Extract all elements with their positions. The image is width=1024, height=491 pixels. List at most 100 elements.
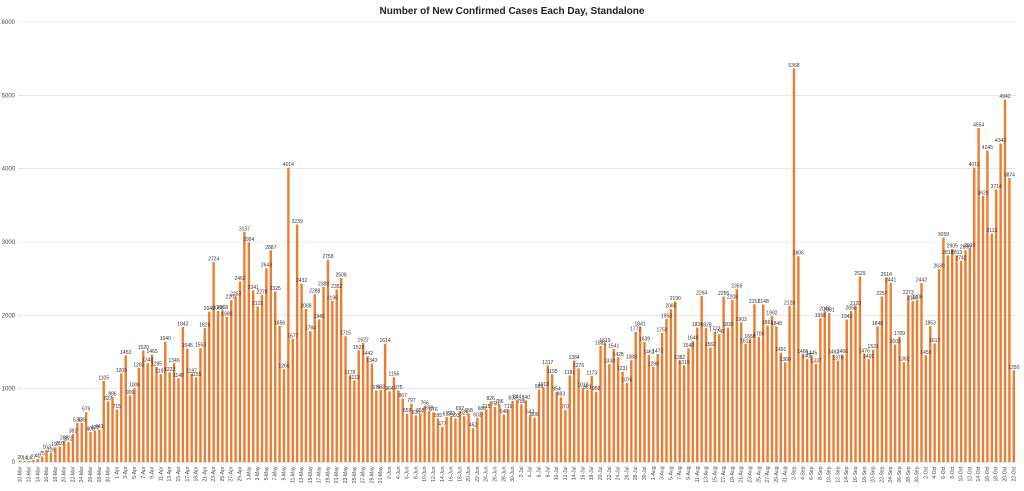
data-label: 625 [460,411,469,417]
x-tick-label: 16-Jun [449,466,455,482]
data-label: 288 [60,435,69,441]
data-label: 719 [504,404,513,410]
bar [625,383,629,462]
x-tick-label: 29-Apr [238,466,244,481]
bar [524,400,528,462]
bar [485,409,488,462]
data-label: 1612 [740,338,751,344]
data-label: 197 [51,442,60,448]
bar [361,343,365,462]
data-label: 975 [394,385,403,391]
bar [867,359,870,462]
x-tick-label: 11-May [290,466,296,483]
data-label: 3629 [977,190,988,196]
bar [986,150,989,462]
bar [388,391,391,462]
bar [247,242,251,462]
x-tick-label: 17-May [317,466,323,483]
bar [93,430,97,462]
bar [441,427,444,462]
data-label: 658 [464,408,473,414]
bar [761,304,765,462]
bar [973,167,976,463]
bar [454,418,457,462]
x-tick-label: 12-Jul [563,467,569,481]
data-label: 715 [482,404,491,410]
data-label: 1617 [929,338,940,344]
y-axis: 0 1000 2000 3000 4000 5000 6000 [2,20,16,466]
x-tick-label: 28-Sep [906,466,912,482]
bar [753,304,756,462]
bar [335,289,338,462]
data-label: 1018 [538,382,549,388]
bar [612,348,615,462]
data-label: 1209 [116,368,127,374]
bar [893,344,897,462]
data-label: 1155 [191,372,202,378]
data-label: 1848 [771,321,782,327]
x-tick-label: 14-Mar [35,466,41,482]
gridlines [18,21,1016,463]
data-label: 1465 [147,349,158,355]
bar [344,336,347,462]
x-tick-label: 20-Jun [466,466,472,482]
bar [827,313,831,462]
x-tick-label: 23-Aug [748,466,754,482]
bar [924,355,928,462]
bar [858,276,862,462]
data-label: 1639 [639,336,650,342]
bar [656,354,659,462]
data-label: 14 [22,455,28,461]
x-tick-label: 17-Aug [721,466,727,482]
bar [630,360,633,462]
data-label: 1317 [542,360,553,366]
data-label: 1668 [744,334,755,340]
bar [137,367,141,462]
bar [555,392,558,462]
data-label: 2818 [942,250,953,256]
bar [32,460,35,462]
bar [682,365,686,462]
bar [150,354,154,462]
bar [740,322,743,462]
bar [313,294,316,462]
bar [252,290,255,462]
x-tick-label: 3-May [255,466,261,480]
x-tick-label: 24-Jul [616,467,622,481]
data-label: 2085 [665,304,676,310]
bar [190,374,193,462]
x-tick-label: 11-Apr [158,466,164,481]
x-tick-label: 18-Sep [862,466,868,482]
bar [889,282,892,462]
data-label: 1173 [586,370,597,376]
data-label: 593 [451,413,460,419]
data-label: 1640 [160,336,171,342]
x-tick-label: 27-May [361,466,367,483]
bar [432,412,435,462]
data-label: 2508 [336,273,347,279]
data-label: 126 [47,447,56,453]
x-tick-label: 5-Aug [668,466,674,480]
bar [375,390,378,462]
data-label: 1828 [700,322,711,328]
data-label: 974 [372,385,381,391]
bar [498,404,501,462]
y-tick-label: 6000 [2,20,16,26]
bar [353,380,356,462]
data-label: 636 [412,410,421,416]
bar [744,343,747,462]
data-label: 688 [478,406,487,412]
data-label: 1649 [687,336,698,342]
x-tick-label: 4-Jul [528,467,534,478]
data-label: 2068 [217,305,228,311]
data-label: 1113 [349,375,360,381]
x-tick-label: 10-Jul [554,467,560,481]
x-tick-label: 22-Oct [1011,466,1017,482]
bar [172,363,176,462]
bar [577,368,580,462]
data-label: 5368 [788,63,799,69]
x-tick-label: 30-Jun [510,466,516,482]
data-label: 1677 [287,334,298,340]
data-label: 3874 [1004,172,1015,178]
